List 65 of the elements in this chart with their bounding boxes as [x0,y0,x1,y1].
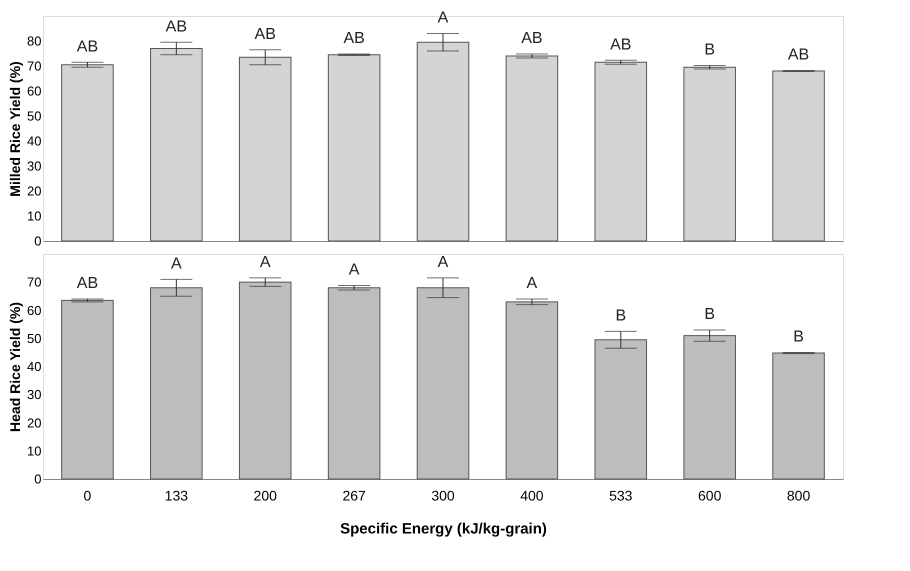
annotation: B [704,42,716,58]
x-tick-label: 300 [431,488,455,504]
bar [683,335,736,480]
y-tick-label: 40 [27,134,42,148]
y-tick-label: 20 [27,184,42,198]
annotation: B [793,328,804,346]
bar [506,301,558,480]
y-tick-label: 50 [27,108,42,124]
annotation: A [438,10,449,26]
bar [594,62,648,242]
annotation: AB [788,46,810,64]
y-tick-label: 80 [27,34,42,48]
bar [506,56,558,242]
annotation: A [260,254,271,271]
annotation: A [526,275,538,292]
x-tick-label: 600 [698,488,722,504]
x-tick-label: 800 [786,488,810,504]
y-axis-title: Head Rice Yield (%) [7,302,24,432]
y-axis-title: Milled Rice Yield (%) [7,61,24,197]
bar [150,48,203,242]
bar [772,352,825,480]
annotation: AB [343,30,365,47]
annotation: AB [610,36,632,54]
y-tick-label: 10 [27,443,42,458]
x-axis-title: Specific Energy (kJ/kg-grain) [340,520,547,538]
annotation: A [170,255,182,272]
bar [238,56,292,242]
annotation: AB [76,38,98,56]
x-tick-label: 200 [254,488,278,504]
y-tick-label: 60 [27,302,42,318]
bar [238,282,292,480]
y-tick-label: 30 [27,387,42,402]
x-tick-label: 400 [520,488,544,504]
x-tick-label: 133 [164,488,188,504]
y-tick-label: 70 [27,274,42,290]
bar [61,64,114,242]
y-tick-label: 0 [34,234,42,248]
y-tick-label: 60 [27,84,42,98]
bar [328,287,380,480]
annotation: B [704,306,716,323]
bar [416,287,470,480]
annotation: AB [521,30,543,47]
y-tick-label: 40 [27,359,42,374]
x-tick-label: 0 [84,488,92,504]
y-tick-label: 20 [27,415,42,430]
x-tick-label: 267 [342,488,366,504]
annotation: B [615,307,626,324]
y-tick-label: 70 [27,58,42,74]
bar [150,287,203,480]
annotation: AB [166,18,188,36]
bar [594,339,648,480]
annotation: A [438,254,449,271]
y-tick-label: 0 [34,472,42,486]
y-tick-label: 30 [27,158,42,174]
annotation: AB [76,275,98,292]
bar [328,54,380,242]
y-tick-label: 50 [27,330,42,346]
y-tick-label: 10 [27,208,42,224]
bar [61,300,114,480]
annotation: AB [254,26,276,43]
annotation: A [348,262,360,278]
x-tick-label: 533 [609,488,633,504]
bar [772,70,825,242]
bar [416,42,470,242]
bar [683,66,736,242]
